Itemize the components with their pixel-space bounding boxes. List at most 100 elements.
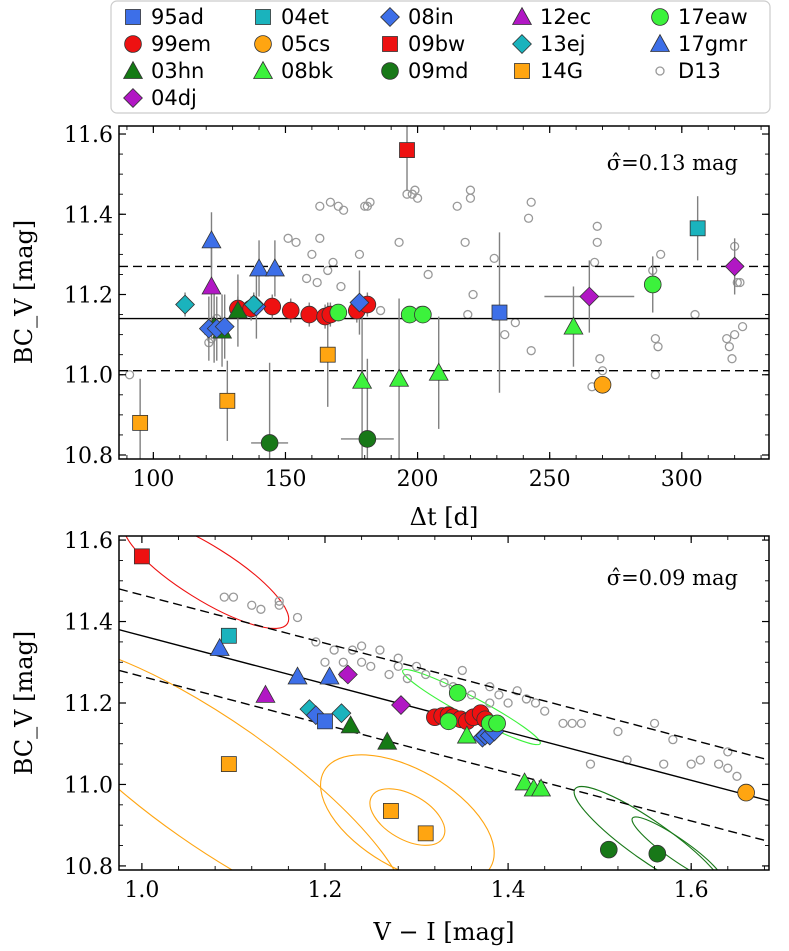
point-14G	[220, 756, 237, 772]
D13-point	[695, 755, 705, 765]
D13-point	[338, 657, 348, 667]
legend-label-95ad: 95ad	[151, 5, 204, 29]
D13-point	[466, 690, 477, 700]
D13-point	[347, 645, 358, 655]
D13-point	[526, 197, 536, 207]
point-03hn	[377, 731, 398, 750]
bottom-y-tick-label: 11.0	[64, 773, 113, 798]
D13-point	[315, 201, 325, 211]
D13-point	[228, 592, 239, 602]
bottom-y-tick-label: 11.6	[64, 529, 113, 554]
point-14G	[383, 803, 399, 819]
D13-point	[485, 698, 495, 708]
legend-marker-17gmr	[649, 33, 671, 52]
D13-point	[500, 329, 510, 340]
point-17gmr	[264, 258, 285, 277]
point-17eaw	[439, 712, 458, 731]
D13-point	[307, 249, 317, 260]
D13-point	[394, 237, 404, 247]
D13-point	[411, 661, 422, 671]
point-04dj	[724, 256, 745, 277]
legend-label-13ej: 13ej	[540, 32, 585, 56]
top-y-tick-label: 11.2	[64, 284, 113, 309]
point-08in	[349, 292, 370, 313]
D13-point	[732, 277, 742, 288]
legend-marker-09bw	[382, 36, 398, 52]
D13-point	[690, 309, 700, 320]
point-03hn	[227, 300, 248, 319]
top-y-tick-label: 11.0	[64, 364, 113, 389]
D13-point	[366, 661, 376, 671]
D13-point	[354, 249, 365, 260]
legend-marker-03hn	[122, 60, 144, 79]
D13-point	[650, 370, 661, 380]
D13-point	[503, 698, 513, 708]
legend-label-17gmr: 17gmr	[678, 32, 748, 56]
point-04et	[220, 627, 237, 644]
legend-label-99em: 99em	[151, 32, 211, 56]
D13-point	[485, 682, 495, 692]
top-y-tick-label: 10.8	[64, 444, 113, 469]
D13-point	[567, 718, 577, 729]
D13-point	[727, 354, 737, 364]
point-99em	[263, 297, 282, 316]
bottom-x-tick-label: 1.6	[674, 878, 709, 903]
scatter-dashed-line	[119, 669, 769, 843]
D13-point	[423, 269, 433, 280]
D13-point	[256, 604, 266, 614]
legend-label-09md: 09md	[408, 59, 469, 83]
confidence-ellipse-14G	[119, 642, 407, 870]
D13-point	[732, 771, 742, 781]
D13-point	[613, 726, 623, 737]
D13-point	[460, 237, 470, 247]
top-x-axis-label: Δt [d]	[410, 503, 479, 531]
legend-label-03hn: 03hn	[151, 59, 204, 83]
D13-point	[312, 277, 322, 288]
D13-point	[713, 759, 724, 769]
D13-point	[384, 669, 394, 680]
legend-label-D13: D13	[678, 59, 721, 83]
D13-point	[412, 193, 423, 203]
scatter-dashed-line	[119, 588, 769, 761]
legend-marker-13ej	[512, 34, 532, 54]
bottom-x-tick-label: 1.4	[491, 878, 526, 903]
D13-point	[315, 233, 325, 243]
D13-point	[465, 193, 476, 203]
D13-point	[595, 354, 605, 364]
D13-point	[328, 257, 338, 268]
D13-point	[452, 201, 462, 211]
top-x-tick-label: 300	[661, 467, 703, 492]
D13-point	[526, 346, 536, 356]
D13-point	[393, 661, 403, 671]
D13-point	[291, 237, 301, 247]
bottom-y-tick-label: 11.2	[64, 692, 113, 717]
legend-label-04dj: 04dj	[151, 86, 197, 110]
legend-marker-09md	[381, 62, 399, 80]
D13-point	[274, 600, 284, 610]
top-x-tick-label: 150	[264, 467, 306, 492]
legend-label-08bk: 08bk	[281, 59, 334, 83]
point-95ad	[491, 304, 508, 321]
D13-point	[402, 673, 413, 684]
D13-point	[722, 333, 732, 344]
point-99em	[300, 305, 319, 324]
D13-point	[247, 600, 257, 610]
D13-point	[489, 253, 499, 264]
point-17gmr	[201, 230, 222, 249]
point-13ej	[243, 294, 264, 315]
top-y-tick-label: 11.6	[64, 123, 113, 148]
point-17gmr	[248, 258, 270, 277]
bottom-y-tick-label: 11.4	[64, 611, 113, 636]
top-x-tick-label: 250	[529, 467, 571, 492]
point-08bk	[352, 370, 373, 389]
legend-marker-08bk	[252, 60, 274, 79]
D13-point	[540, 706, 550, 716]
D13-point	[301, 273, 312, 284]
point-12ec	[201, 276, 222, 295]
point-04dj	[337, 664, 358, 685]
bottom-y-tick-label: 10.8	[64, 855, 113, 880]
point-09bw	[133, 548, 150, 565]
top-x-tick-label: 200	[397, 467, 439, 492]
top-y-tick-label: 11.4	[64, 203, 113, 228]
D13-point	[365, 197, 375, 207]
